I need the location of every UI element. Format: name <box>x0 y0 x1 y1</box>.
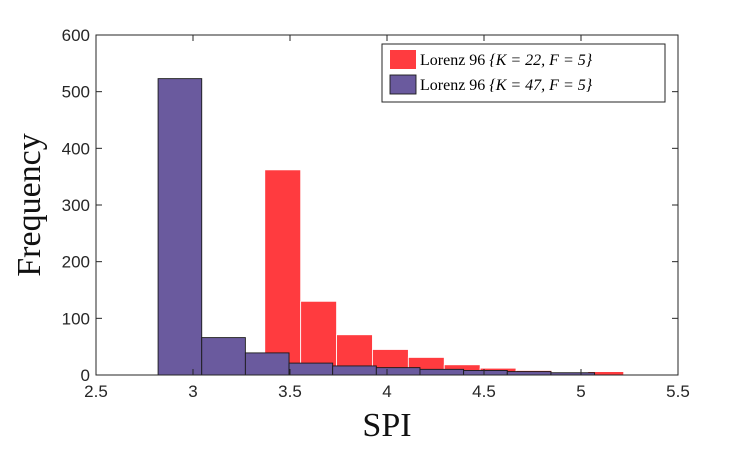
y-tick-label: 100 <box>62 309 90 328</box>
x-tick-label: 2.5 <box>84 382 108 401</box>
x-axis-label: SPI <box>362 407 411 444</box>
x-tick-label: 3.5 <box>278 382 302 401</box>
x-tick-label: 4 <box>382 382 391 401</box>
bar-series-2-bin-1 <box>157 78 203 376</box>
bar-series-2-bin-2 <box>201 337 246 376</box>
y-tick-label: 400 <box>62 139 90 158</box>
y-axis-label: Frequency <box>11 133 48 277</box>
bar-series-2-bin-8 <box>463 370 508 376</box>
y-tick-label: 0 <box>81 366 90 385</box>
bar-series-2-bin-5 <box>332 365 377 376</box>
bar-series-2-bin-3 <box>244 352 290 376</box>
x-tick-label: 4.5 <box>472 382 496 401</box>
legend: Lorenz 96 {K = 22, F = 5} Lorenz 96 {K = … <box>381 43 666 103</box>
y-tick-label: 200 <box>62 253 90 272</box>
y-tick-label: 600 <box>62 26 90 45</box>
bar-series-2-bin-4 <box>288 362 334 376</box>
legend-label-series-1: Lorenz 96 {K = 22, F = 5} <box>420 52 593 69</box>
bar-series-2-bin-6 <box>375 367 421 376</box>
bar-series-2-bin-7 <box>419 368 465 376</box>
x-tick-label: 5.5 <box>666 382 690 401</box>
bar-series-2-bin-9 <box>506 371 552 376</box>
bar-series-1-bin-1 <box>264 169 302 376</box>
y-tick-label: 300 <box>62 196 90 215</box>
legend-swatch-series-2 <box>389 74 417 95</box>
y-tick-label: 500 <box>62 83 90 102</box>
legend-box <box>381 43 666 103</box>
legend-label-series-2: Lorenz 96 {K = 47, F = 5} <box>420 77 593 94</box>
legend-swatch-series-1 <box>390 50 416 69</box>
x-tick-label: 5 <box>576 382 585 401</box>
x-tick-label: 3 <box>188 382 197 401</box>
